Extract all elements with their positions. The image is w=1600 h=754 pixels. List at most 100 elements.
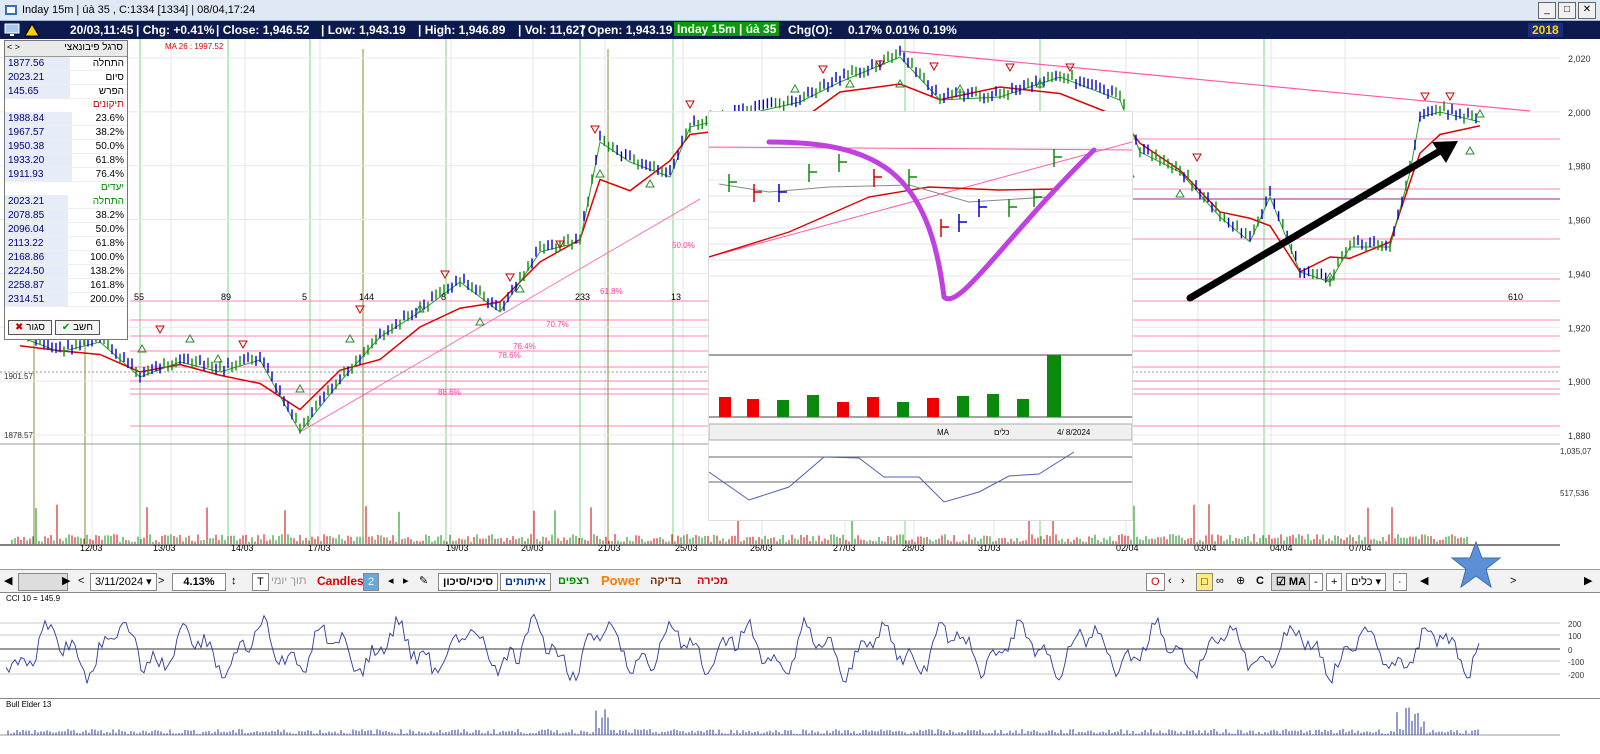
intraday-toggle[interactable]: תוך יומי bbox=[271, 575, 307, 587]
t-button[interactable]: T bbox=[252, 573, 269, 591]
signals-button[interactable]: איתותים bbox=[500, 573, 551, 591]
scroll-left-button[interactable]: ◀ bbox=[4, 575, 13, 587]
warning-icon[interactable] bbox=[24, 23, 40, 37]
scroll-right-button[interactable]: ▶ bbox=[62, 575, 71, 587]
minimize-button[interactable]: _ bbox=[1538, 2, 1556, 19]
timeframe-badge[interactable]: Inday 15m | úà 35 bbox=[674, 22, 780, 36]
fib-close-button[interactable]: ✖ סגור bbox=[8, 320, 52, 335]
support-triangle bbox=[645, 178, 655, 188]
price-axis-label: 1,920 bbox=[1568, 323, 1591, 333]
inset-volume-bar bbox=[1017, 399, 1029, 417]
sale-button[interactable]: מכירה bbox=[697, 575, 728, 587]
fib-ray-line bbox=[299, 198, 701, 433]
o-button[interactable]: O bbox=[1146, 573, 1165, 591]
c-button[interactable]: C bbox=[1256, 575, 1264, 587]
bull-elder-panel[interactable]: Bull Elder 13 bbox=[0, 698, 1600, 754]
maximize-button[interactable]: □ bbox=[1558, 2, 1576, 19]
fibonacci-panel[interactable]: < > סרגל פיבונאצי 1877.56 התחלה 2023.21 סיו… bbox=[4, 40, 128, 340]
inset-ma-red bbox=[708, 186, 1060, 258]
resize-icon[interactable]: ↕ bbox=[231, 575, 237, 587]
support-triangle bbox=[895, 78, 905, 88]
fib-calc-button[interactable]: ✔ חשב bbox=[54, 320, 100, 335]
pencil-icon[interactable]: ✎ bbox=[419, 575, 429, 587]
cci-label: CCI 10 = 145.9 bbox=[6, 594, 61, 603]
inset-fib-line bbox=[708, 141, 1133, 258]
date-picker[interactable]: 3/11/2024 ▾ bbox=[90, 573, 157, 591]
support-triangle bbox=[213, 353, 223, 363]
inset-fib-line bbox=[708, 146, 1133, 151]
fib-panel-title: סרגל פיבונאצי bbox=[64, 42, 123, 53]
price-axis-label: 2,000 bbox=[1568, 108, 1591, 118]
candles-next[interactable]: ▸ bbox=[403, 575, 409, 587]
ma-toggle[interactable]: ☑ MA bbox=[1271, 573, 1312, 591]
toolbar-end[interactable]: ▶ bbox=[1584, 575, 1593, 587]
panel-nav[interactable]: < > bbox=[7, 42, 21, 52]
left-price-label: 1878.57 bbox=[4, 431, 33, 440]
support-triangle bbox=[137, 343, 147, 353]
next-date-button[interactable]: > bbox=[158, 575, 165, 587]
fib-row: 1877.56 התחלה bbox=[5, 57, 127, 71]
scroll-thumb[interactable] bbox=[18, 573, 68, 591]
support-triangle bbox=[1175, 188, 1185, 198]
fib-count-label: 233 bbox=[575, 292, 590, 302]
fib-pct-label: 61.8% bbox=[600, 287, 623, 296]
fib-row: 145.65 הפרש bbox=[5, 84, 127, 99]
inset-chart-canvas: MA כלים 4/ 8/2024 bbox=[708, 139, 1133, 503]
square-icon[interactable]: □ bbox=[1196, 573, 1213, 591]
date-label: 03/04 bbox=[1194, 543, 1217, 553]
fib-label: 100.0% bbox=[67, 250, 127, 265]
check-button[interactable]: בדיקה bbox=[650, 575, 682, 587]
resistance-triangle bbox=[355, 305, 365, 315]
prev-date-button[interactable]: < bbox=[78, 575, 85, 587]
support-triangle bbox=[595, 168, 605, 178]
extra-button[interactable]: · bbox=[1393, 573, 1407, 591]
date-label: 25/03 bbox=[675, 543, 698, 553]
candles-label[interactable]: Candles bbox=[317, 574, 364, 588]
fib-value: 2023.21 bbox=[5, 195, 68, 209]
candles-count[interactable]: 2 bbox=[363, 573, 380, 591]
inset-volume-bar bbox=[927, 398, 939, 417]
close-icon[interactable]: ✕ bbox=[1578, 2, 1596, 19]
trend-arrow-head bbox=[1432, 141, 1458, 163]
cci-chart[interactable]: 200 100 0 -100 -200 bbox=[0, 593, 1600, 697]
app-icon bbox=[5, 5, 17, 15]
support-triangle bbox=[845, 78, 855, 88]
fib-value: 2023.21 bbox=[5, 70, 70, 85]
tb-next[interactable]: › bbox=[1181, 575, 1185, 587]
minus-button[interactable]: - bbox=[1309, 573, 1323, 591]
risk-reward-button[interactable]: סיכוי/סיכון bbox=[438, 573, 499, 591]
power-button[interactable]: Power bbox=[601, 573, 641, 588]
fib-count-label: 89 bbox=[221, 292, 231, 302]
binoculars-icon[interactable]: ∞ bbox=[1216, 575, 1224, 587]
toolbar-prev[interactable]: ◀ bbox=[1420, 575, 1429, 587]
fib-row: 2078.85 38.2% bbox=[5, 208, 127, 223]
fib-close-label: סגור bbox=[26, 322, 45, 333]
fib-row: 2023.21 התחלה bbox=[5, 195, 127, 209]
candles-prev[interactable]: ◂ bbox=[388, 575, 394, 587]
inset-ma-gray bbox=[718, 183, 1050, 203]
zoom-pct[interactable]: 4.13% bbox=[172, 573, 226, 591]
x-icon: ✖ bbox=[15, 322, 24, 333]
date-label: 27/03 bbox=[833, 543, 856, 553]
fib-count-label: 55 bbox=[134, 292, 144, 302]
fib-value: 2258.87 bbox=[5, 278, 68, 293]
fib-row: 1911.93 76.4% bbox=[5, 167, 127, 182]
fib-label: 200.0% bbox=[67, 292, 127, 307]
inset-volume-bar bbox=[1047, 355, 1061, 417]
tools-dropdown[interactable]: כלים ▾ bbox=[1346, 573, 1387, 591]
cci-panel[interactable]: CCI 10 = 145.9 200 100 0 -100 -200 bbox=[0, 592, 1600, 697]
fib-row: 2168.86 100.0% bbox=[5, 250, 127, 265]
fib-label: 38.2% bbox=[72, 125, 127, 140]
inset-volume-bar bbox=[987, 394, 999, 417]
bull-elder-chart[interactable] bbox=[0, 699, 1600, 754]
fib-pct-label: 70.7% bbox=[546, 320, 569, 329]
support-triangle bbox=[790, 83, 800, 93]
plus-button[interactable]: + bbox=[1326, 573, 1343, 591]
toolbar-next[interactable]: > bbox=[1510, 575, 1517, 587]
tb-prev[interactable]: ‹ bbox=[1168, 575, 1172, 587]
binoculars2-icon[interactable]: ⊕ bbox=[1236, 575, 1246, 587]
fib-row: 1967.57 38.2% bbox=[5, 125, 127, 140]
sequences-button[interactable]: רצפים bbox=[558, 575, 590, 587]
monitor-icon[interactable] bbox=[4, 23, 20, 37]
support-triangle bbox=[295, 383, 305, 393]
